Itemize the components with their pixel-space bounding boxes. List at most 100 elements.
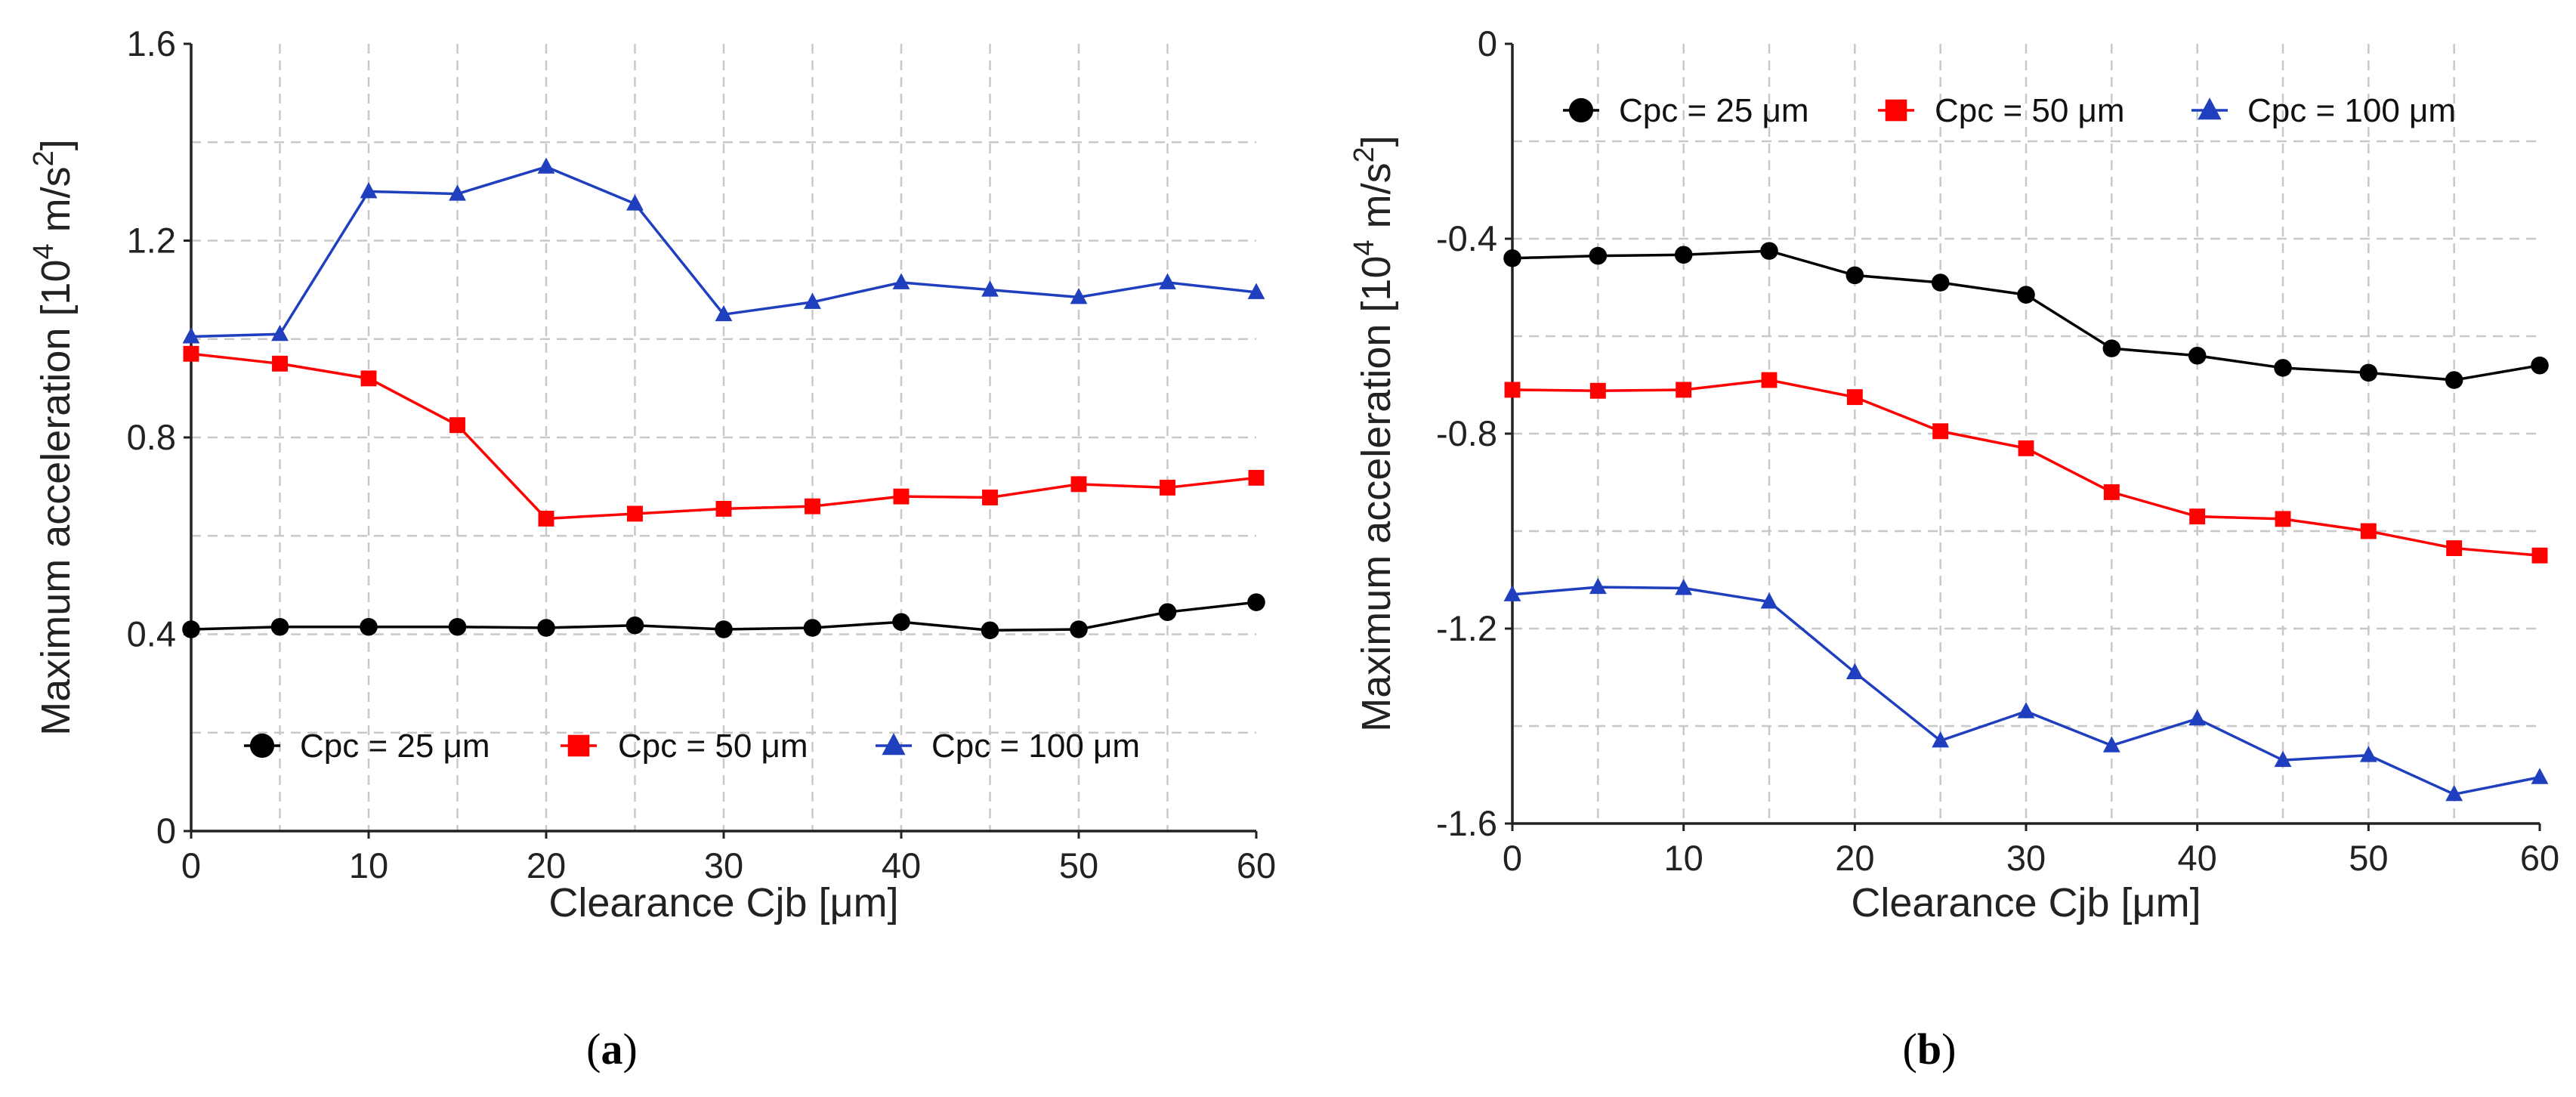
data-point-series-0 [1931,273,1950,292]
legend-marker-1 [567,734,590,757]
data-point-series-1 [627,505,643,522]
y-axis-title-unit: m/s [33,166,79,243]
data-point-series-1 [1761,372,1778,388]
plot-series [1503,242,2549,802]
x-axis-title: Clearance Cjb [μm] [1851,880,2201,925]
legend-marker-0 [1568,97,1594,123]
data-point-series-0 [2188,347,2207,365]
data-point-series-1 [2360,523,2377,539]
x-tick-label: 60 [2520,838,2559,878]
data-point-series-0 [1503,249,1521,267]
data-point-series-2 [1760,592,1778,609]
plot-series [182,157,1265,640]
data-point-series-0 [2445,371,2463,389]
data-point-series-2 [804,292,821,309]
data-point-series-0 [2274,359,2292,377]
legend-label-0: Cpc = 25 μm [300,728,490,765]
legend-marker-2 [2198,97,2222,120]
data-point-series-0 [892,613,910,631]
data-point-series-2 [2531,768,2549,784]
data-point-series-2 [2188,709,2207,726]
y-axis-title: Maximum acceleration [104 m/s2] [1348,135,1399,732]
legend-marker-2 [882,733,906,756]
x-ticks: 0 10 20 30 40 50 60 [181,831,1276,885]
x-tick-label: 10 [349,845,388,885]
y-ticks: 0 0.4 0.8 1.2 1.6 [127,23,191,851]
y-tick-label: -1.2 [1436,608,1497,648]
data-point-series-1 [538,511,554,527]
data-point-series-2 [892,273,910,289]
data-point-series-2 [271,324,289,341]
chart-panel-a: 0 10 20 30 40 50 60 00.40.81.21.6 Cpc = 25 μm C… [28,23,1276,1074]
data-point-series-0 [2017,286,2035,304]
y-axis-title: Maximum acceleration [104 m/s2] [28,139,79,736]
data-point-series-0 [270,617,289,636]
legend-label-2: Cpc = 100 μm [931,728,1140,765]
x-ticks: 0 10 20 30 40 50 60 [1503,824,2559,878]
panel-caption-b: (b) [1903,1024,1957,1074]
data-point-series-2 [1589,577,1607,595]
data-point-series-1 [1932,423,1949,440]
x-tick-label: 50 [1059,845,1098,885]
data-point-series-0 [1674,246,1693,264]
data-point-series-1 [1248,469,1265,486]
data-point-series-1 [2531,547,2548,564]
x-tick-label: 40 [882,845,921,885]
data-point-series-0 [1158,603,1177,621]
data-point-series-2 [1846,663,1864,680]
y-tick-label: 1.6 [127,23,176,63]
data-point-series-1 [2018,440,2034,456]
data-point-series-1 [715,500,732,517]
x-axis-title: Clearance Cjb [μm] [548,880,898,925]
data-point-series-2 [1503,585,1521,601]
data-point-series-1 [2189,508,2206,525]
y-tick-label: 1.2 [127,221,176,261]
y-axis-title-exponent: 4 [28,243,60,259]
data-point-series-2 [537,157,555,174]
data-point-series-0 [803,619,822,637]
data-point-series-0 [537,619,555,637]
data-point-series-0 [1589,246,1608,265]
data-point-series-2 [1070,288,1088,304]
data-point-series-1 [805,498,820,515]
x-tick-label: 20 [1835,838,1874,878]
x-tick-label: 30 [2006,838,2046,878]
y-axis-title-main: Maximum acceleration [10 [1354,256,1399,732]
data-point-series-1 [360,370,377,387]
data-point-series-0 [1247,593,1265,611]
y-tick-label: 0.8 [127,417,176,457]
data-point-series-0 [1760,242,1778,260]
data-point-series-0 [2102,339,2121,357]
y-tick-label: -0.8 [1436,413,1497,453]
data-point-series-1 [893,488,910,505]
panel-caption-a-letter: a [601,1024,623,1074]
data-point-series-2 [1247,283,1265,299]
y-ticks: -1.6 -1.2 -0.8 -0.4 0 [1436,23,1512,843]
data-point-series-2 [2359,746,2377,762]
panel-caption-a: (a) [586,1024,638,1074]
y-axis-title-unit-exponent: 2 [1348,147,1380,162]
data-point-series-0 [1846,266,1864,285]
data-point-series-0 [1070,620,1088,638]
data-point-series-0 [715,620,733,638]
data-point-series-2 [2445,784,2463,802]
y-tick-label: 0.4 [127,614,176,654]
data-point-series-1 [1070,476,1087,493]
panel-caption-b-letter: b [1917,1024,1941,1074]
y-axis-title-main: Maximum acceleration [10 [33,260,79,736]
data-point-series-1 [1846,389,1863,406]
data-point-series-0 [2359,363,2378,382]
x-tick-label: 50 [2349,838,2388,878]
data-point-series-2 [1159,273,1176,289]
x-tick-label: 10 [1664,838,1703,878]
data-point-series-2 [715,304,733,322]
y-axis-title-unit: m/s [1354,162,1399,239]
legend-label-2: Cpc = 100 μm [2247,92,2456,129]
data-point-series-0 [360,617,378,636]
data-point-series-2 [981,280,999,297]
legend-label-0: Cpc = 25 μm [1619,92,1809,129]
y-axis-title-close: ] [1354,135,1399,147]
legend-marker-0 [249,733,275,759]
y-tick-label: -0.4 [1436,218,1497,258]
